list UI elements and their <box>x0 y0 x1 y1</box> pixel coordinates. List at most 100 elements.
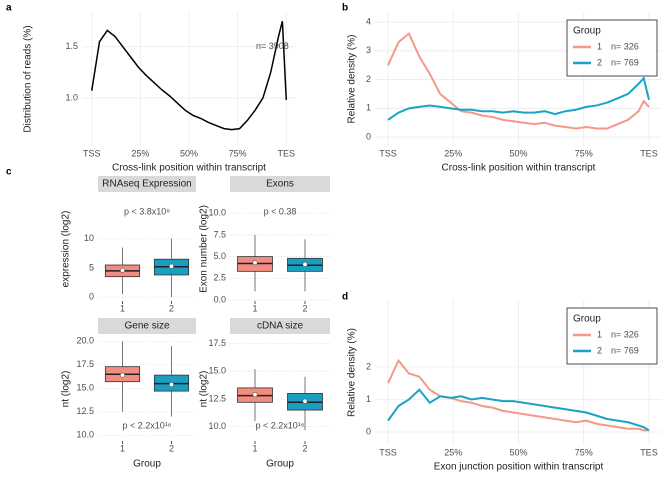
x-tick-label: 2 <box>169 443 174 453</box>
x-tick-label: 2 <box>169 303 174 313</box>
x-tick-label: TSS <box>379 447 397 457</box>
x-tick-label: TES <box>640 447 658 457</box>
y-tick-label: 17.5 <box>76 359 94 369</box>
data-line <box>387 358 649 432</box>
annotation: n= 3908 <box>256 41 289 51</box>
y-axis-label: Exon number (log2) <box>199 205 210 293</box>
x-tick-label: 50% <box>509 148 527 158</box>
x-tick-label: TSS <box>379 148 397 158</box>
facet-strip <box>98 318 196 334</box>
facet-title: Gene size <box>124 321 169 332</box>
y-tick-label: 1 <box>366 394 371 404</box>
legend-label: 1 <box>597 329 602 339</box>
y-tick-label: 1 <box>366 103 371 113</box>
facet-strip <box>230 176 330 192</box>
mean-point <box>302 261 308 267</box>
data-line <box>90 21 288 131</box>
legend-label: 2 <box>597 345 602 355</box>
legend-label: 1 <box>597 41 602 51</box>
panel-label: c <box>6 167 12 178</box>
x-tick-label: 25% <box>131 148 149 158</box>
y-tick-label: 5.0 <box>213 251 226 261</box>
x-tick-label: 1 <box>120 303 125 313</box>
mean-point <box>252 392 258 398</box>
x-tick-label: 50% <box>180 148 198 158</box>
panel-label: a <box>6 3 12 14</box>
y-tick-label: 0 <box>89 291 94 301</box>
y-axis-label: nt (log2) <box>199 371 210 408</box>
x-tick-label: 1 <box>120 443 125 453</box>
data-line <box>387 76 650 121</box>
facet-strip <box>98 176 196 192</box>
annotation: p < 3.8x10⁸ <box>124 206 170 216</box>
y-tick-label: 15.0 <box>208 366 226 376</box>
x-tick-label: 1 <box>252 303 257 313</box>
y-tick-label: 15.0 <box>76 383 94 393</box>
annotation: p < 2.2x10¹⁶ <box>123 420 172 430</box>
data-line <box>387 31 650 130</box>
y-tick-label: 0 <box>366 131 371 141</box>
x-tick-label: 1 <box>252 443 257 453</box>
y-tick-label: 10.0 <box>76 430 94 440</box>
y-axis-label: expression (log2) <box>61 211 72 288</box>
y-tick-label: 12.5 <box>208 393 226 403</box>
y-axis-label: nt (log2) <box>61 371 72 408</box>
y-tick-label: 10 <box>84 233 94 243</box>
mean-point <box>169 382 175 388</box>
x-tick-label: 75% <box>575 447 593 457</box>
facet-title: RNAseq Expression <box>102 179 191 190</box>
x-tick-label: TSS <box>83 148 101 158</box>
y-tick-label: 1.5 <box>65 41 78 51</box>
y-tick-label: 12.5 <box>76 406 94 416</box>
y-tick-label: 0 <box>366 426 371 436</box>
y-tick-label: 4 <box>366 16 371 26</box>
legend-title: Group <box>573 314 601 325</box>
y-tick-label: 1.0 <box>65 92 78 102</box>
facet-title: Exons <box>266 179 294 190</box>
y-tick-label: 20.0 <box>76 336 94 346</box>
y-tick-label: 2 <box>366 74 371 84</box>
x-axis-label: Group <box>266 459 294 470</box>
mean-point <box>169 263 175 269</box>
y-tick-label: 2.5 <box>213 273 226 283</box>
legend-label: 2 <box>597 57 602 67</box>
mean-point <box>302 398 308 404</box>
y-axis-label: Relative density (%) <box>347 328 358 417</box>
x-tick-label: 25% <box>444 148 462 158</box>
y-tick-label: 10.0 <box>208 421 226 431</box>
mean-point <box>252 260 258 266</box>
legend-n: n= 769 <box>611 57 639 67</box>
legend-n: n= 326 <box>611 41 639 51</box>
x-axis-label: Cross-link position within transcript <box>112 163 266 174</box>
y-tick-label: 2 <box>366 361 371 371</box>
y-tick-label: 3 <box>366 45 371 55</box>
y-tick-label: 0.0 <box>213 294 226 304</box>
y-tick-label: 17.5 <box>208 338 226 348</box>
y-tick-label: 7.5 <box>213 229 226 239</box>
y-tick-label: 10.0 <box>208 208 226 218</box>
y-axis-label: Distribution of reads (%) <box>23 25 34 132</box>
legend-title: Group <box>573 26 601 37</box>
x-tick-label: 75% <box>575 148 593 158</box>
mean-point <box>120 267 126 273</box>
data-line <box>387 388 650 432</box>
x-axis-label: Group <box>133 459 161 470</box>
facet-title: cDNA size <box>257 321 304 332</box>
facet-strip <box>230 318 330 334</box>
x-tick-label: 2 <box>302 303 307 313</box>
legend-n: n= 326 <box>611 329 639 339</box>
x-tick-label: 75% <box>229 148 247 158</box>
x-axis-label: Exon junction position within transcript <box>434 462 604 473</box>
annotation: p < 2.2x10¹⁶ <box>256 420 305 430</box>
x-tick-label: 2 <box>302 443 307 453</box>
annotation: p < 0.38 <box>264 206 297 216</box>
x-tick-label: 25% <box>444 447 462 457</box>
y-tick-label: 5 <box>89 262 94 272</box>
mean-point <box>120 372 126 378</box>
x-axis-label: Cross-link position within transcript <box>442 163 596 174</box>
x-tick-label: 50% <box>509 447 527 457</box>
panel-label: d <box>342 292 348 303</box>
legend-n: n= 769 <box>611 345 639 355</box>
